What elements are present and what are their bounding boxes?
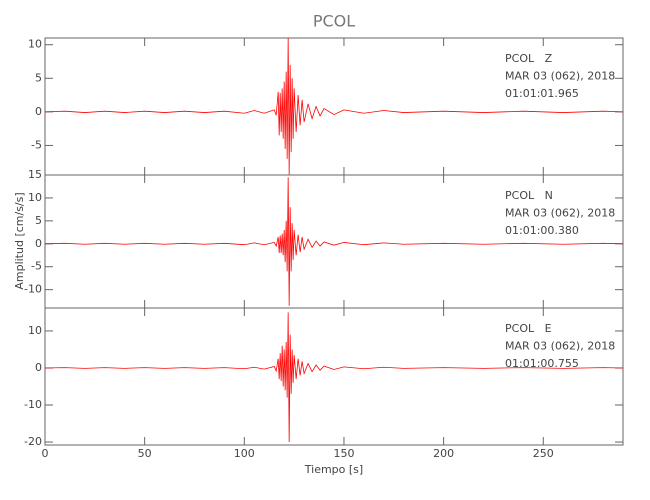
annotation: PCOL N [505,189,553,202]
panel-frame [44,307,624,446]
x-tick-label: 250 [533,447,554,460]
y-tick-label: -20 [24,435,42,448]
y-tick-label: 10 [28,191,42,204]
y-tick-label: 10 [28,324,42,337]
y-tick-label: 10 [28,38,42,51]
y-tick-label: 0 [35,105,42,118]
y-tick-label: 5 [35,71,42,84]
x-tick-label: 50 [138,447,152,460]
annotation: 01:01:00.380 [505,224,579,237]
y-tick-label: -5 [31,138,42,151]
chart-title: PCOL [313,12,355,31]
annotation: PCOL Z [505,52,553,65]
y-axis-label: Amplitud [cm/s/s] [13,192,26,289]
annotation: MAR 03 (062), 2018 [505,207,615,220]
annotation: MAR 03 (062), 2018 [505,340,615,353]
x-tick-label: 100 [234,447,255,460]
x-tick-label: 200 [433,447,454,460]
y-tick-label: 5 [35,214,42,227]
annotation: PCOL E [505,322,552,335]
y-tick-label: -10 [24,398,42,411]
annotation: 01:01:01.965 [505,87,579,100]
y-tick-label: 0 [35,237,42,250]
y-tick-label: -10 [24,283,42,296]
trace [44,177,624,306]
x-tick-label: 150 [333,447,354,460]
trace [44,312,624,443]
y-tick-label: -5 [31,260,42,273]
annotation: MAR 03 (062), 2018 [505,70,615,83]
y-tick-label: 15 [28,168,42,181]
annotation: 01:01:00.755 [505,357,579,370]
x-tick-label: 0 [42,447,49,460]
x-axis-label: Tiempo [s] [304,463,363,476]
y-tick-label: 0 [35,361,42,374]
